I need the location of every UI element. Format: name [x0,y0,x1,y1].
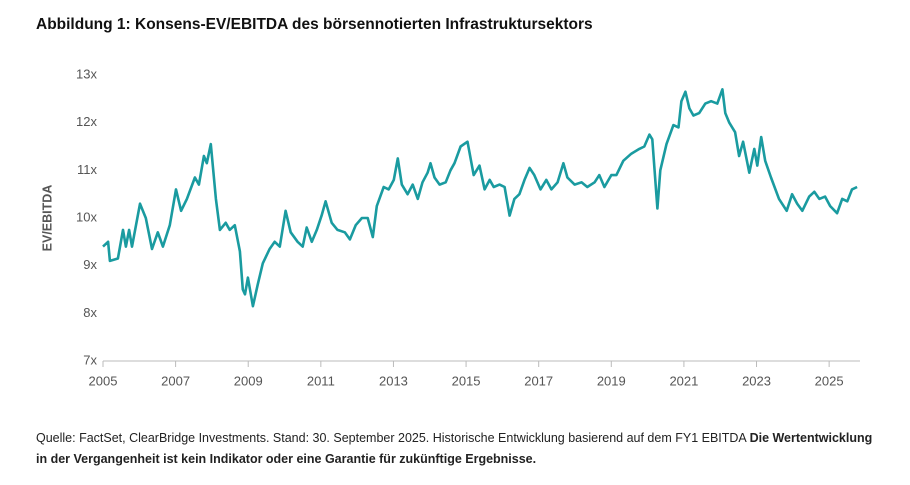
y-tick-label: 10x [76,209,97,224]
y-tick-label: 8x [83,305,97,320]
x-tick-label: 2009 [234,373,263,388]
x-tick-label: 2023 [742,373,771,388]
y-tick-label: 9x [83,257,97,272]
y-tick-label: 11x [77,162,97,177]
x-tick-label: 2013 [379,373,408,388]
chart: Abbildung 1: Konsens-EV/EBITDA des börse… [36,16,860,388]
chart-title: Abbildung 1: Konsens-EV/EBITDA des börse… [36,16,593,33]
series-line [102,88,858,308]
y-tick-label: 13x [76,66,97,81]
footnote: Quelle: FactSet, ClearBridge Investments… [36,428,886,470]
x-tick-label: 2007 [161,373,190,388]
x-tick-label: 2019 [597,373,626,388]
y-tick-label: 7x [83,352,97,367]
y-tick-label: 12x [76,114,97,129]
x-tick-label: 2015 [452,373,481,388]
x-tick-label: 2005 [89,373,118,388]
source-note: Quelle: FactSet, ClearBridge Investments… [36,431,747,445]
x-tick-label: 2021 [669,373,698,388]
y-axis-label: EV/EBITDA [40,185,54,252]
disclaimer: Die Wertentwicklung in der Vergangenheit… [36,431,873,466]
x-tick-label: 2011 [307,373,335,388]
x-tick-label: 2017 [524,373,553,388]
x-tick-label: 2025 [815,373,844,388]
